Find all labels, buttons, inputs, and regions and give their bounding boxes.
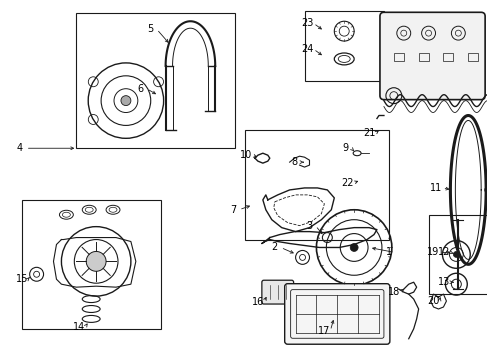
Text: 24: 24 [301, 44, 313, 54]
Text: 6: 6 [138, 84, 143, 94]
Text: 18: 18 [387, 287, 399, 297]
Text: 11: 11 [429, 183, 442, 193]
Bar [418, 53, 427, 61]
Text: 10: 10 [240, 150, 252, 160]
Bar [393, 53, 403, 61]
Text: 16: 16 [251, 297, 264, 307]
Bar [443, 53, 452, 61]
Bar [304, 11, 383, 81]
Bar [76, 13, 235, 148]
Bar [468, 53, 477, 61]
FancyBboxPatch shape [262, 280, 293, 304]
Text: 9: 9 [342, 143, 347, 153]
Text: 12: 12 [437, 247, 450, 257]
Text: 17: 17 [318, 326, 330, 336]
FancyBboxPatch shape [379, 12, 484, 100]
Bar [244, 130, 388, 239]
Circle shape [349, 243, 357, 251]
Text: 8: 8 [291, 157, 297, 167]
Bar [427, 215, 487, 294]
Text: 13: 13 [437, 277, 449, 287]
Text: 1: 1 [385, 247, 391, 257]
FancyBboxPatch shape [284, 284, 389, 344]
Text: 3: 3 [306, 221, 312, 231]
Text: 21: 21 [362, 129, 374, 138]
Circle shape [121, 96, 131, 105]
Text: 19: 19 [427, 247, 439, 257]
Text: 5: 5 [147, 24, 154, 34]
Text: 4: 4 [17, 143, 23, 153]
Circle shape [86, 251, 106, 271]
Text: 2: 2 [271, 243, 277, 252]
Circle shape [452, 251, 458, 257]
Text: 7: 7 [229, 205, 236, 215]
Bar [21, 200, 161, 329]
Text: 20: 20 [427, 296, 439, 306]
Text: 14: 14 [73, 322, 85, 332]
Text: 15: 15 [16, 274, 28, 284]
Text: 22: 22 [340, 178, 353, 188]
Text: 23: 23 [301, 18, 313, 28]
